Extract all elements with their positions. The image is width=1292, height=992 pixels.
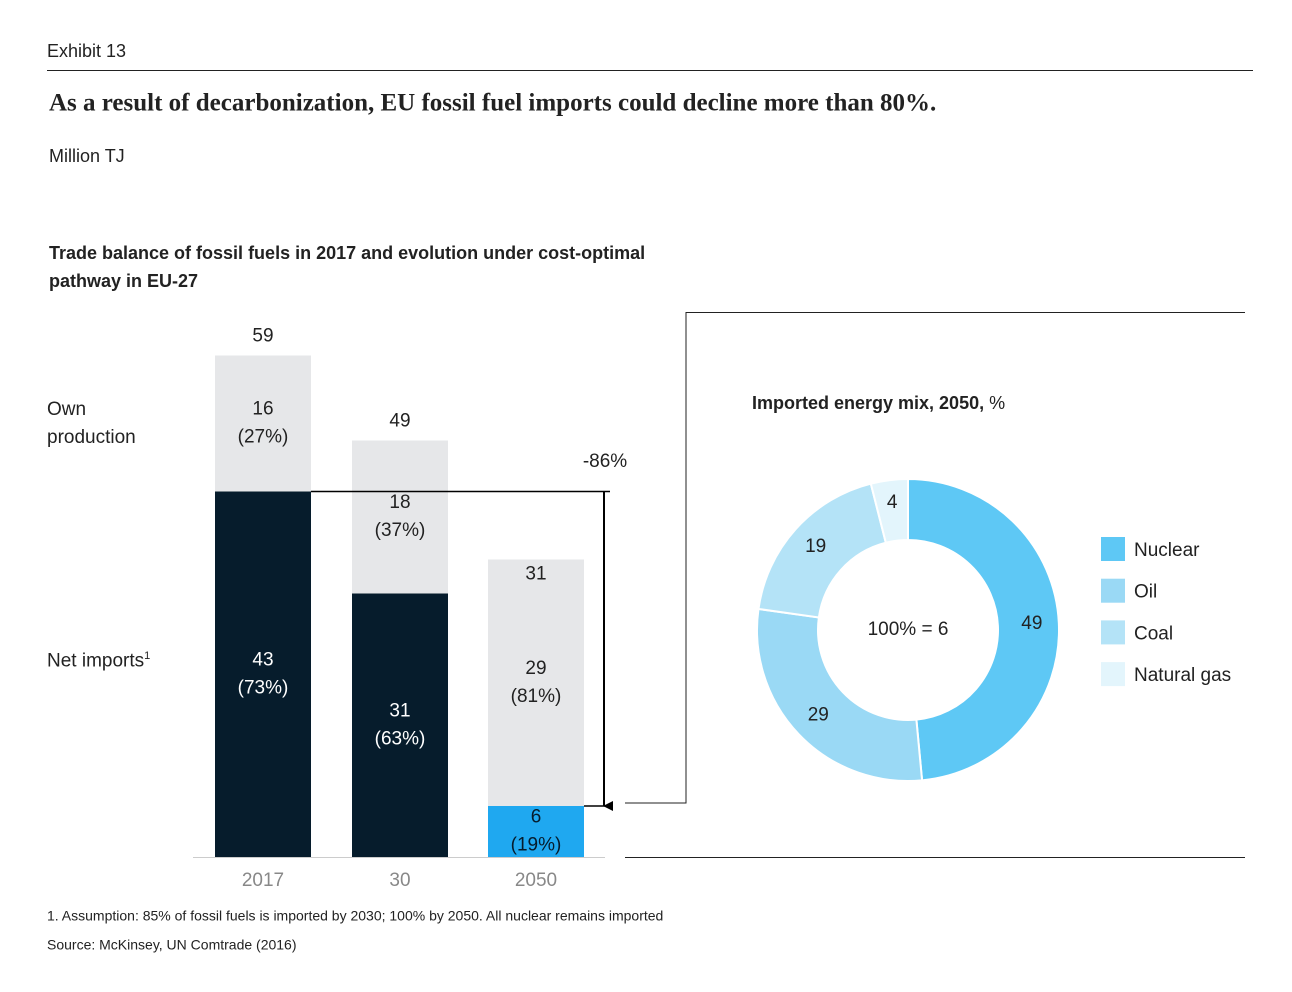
total-label: 31	[525, 564, 546, 585]
row-label-text: Own production	[47, 398, 136, 448]
bar-segment	[352, 440, 448, 594]
footnote: 1. Assumption: 85% of fossil fuels is im…	[47, 908, 663, 924]
bar-segment	[488, 559, 584, 806]
bar-segment	[215, 491, 311, 857]
legend-label: Nuclear	[1134, 540, 1200, 561]
pie-title-text: Imported energy mix, 2050,	[752, 393, 984, 413]
legend-label: Natural gas	[1134, 665, 1231, 686]
bar-segment	[488, 806, 584, 857]
percent-label: (37%)	[375, 520, 426, 541]
slice-label: 29	[808, 705, 829, 726]
donut-slice	[869, 477, 909, 544]
value-label: 6	[531, 807, 542, 828]
slice-label: 19	[805, 536, 826, 557]
value-label: 29	[525, 658, 546, 679]
percent-label: (27%)	[238, 427, 289, 448]
bar-title: Trade balance of fossil fuels in 2017 an…	[49, 243, 646, 291]
row-label-text: Net imports	[47, 650, 145, 672]
bar-segment	[352, 593, 448, 857]
bracket	[625, 312, 1245, 804]
value-label: 43	[252, 649, 273, 670]
x-tick-label: 2050	[515, 870, 557, 891]
value-label: 31	[389, 700, 410, 721]
donut-slice	[907, 477, 1060, 782]
legend-swatch	[1101, 620, 1125, 645]
bar-segment	[215, 355, 311, 492]
slice-label: 49	[1021, 613, 1042, 634]
row-label: Own production	[47, 396, 157, 452]
footnote-marker: 1	[144, 650, 151, 663]
title: As a result of decarbonization, EU fossi…	[49, 90, 936, 117]
percent-label: (81%)	[511, 686, 562, 707]
pie-unit: %	[989, 393, 1005, 413]
row-label: Net imports1	[47, 642, 157, 675]
x-tick-label: 2017	[242, 870, 284, 891]
exhibit: Exhibit 13	[47, 41, 126, 61]
percent-label: (19%)	[511, 835, 562, 856]
slice-label: 4	[887, 492, 898, 513]
annotation: -86%	[583, 451, 627, 472]
legend-label: Oil	[1134, 582, 1157, 603]
legend-swatch	[1101, 578, 1125, 603]
total-label: 49	[389, 411, 410, 432]
percent-label: (73%)	[238, 677, 289, 698]
total-label: 59	[252, 326, 273, 347]
legend-swatch	[1101, 662, 1125, 687]
pie-title: Imported energy mix, 2050, %	[752, 393, 1005, 413]
donut-slice	[756, 607, 924, 782]
value-label: 18	[389, 492, 410, 513]
percent-label: (63%)	[375, 728, 426, 749]
legend-swatch	[1101, 537, 1125, 561]
value-label: 16	[252, 399, 273, 420]
unit: Million TJ	[49, 146, 125, 166]
x-tick-label: 30	[389, 870, 410, 891]
center-label: 100% = 6	[868, 619, 949, 640]
source: Source: McKinsey, UN Comtrade (2016)	[47, 937, 297, 953]
legend-label: Coal	[1134, 623, 1173, 644]
